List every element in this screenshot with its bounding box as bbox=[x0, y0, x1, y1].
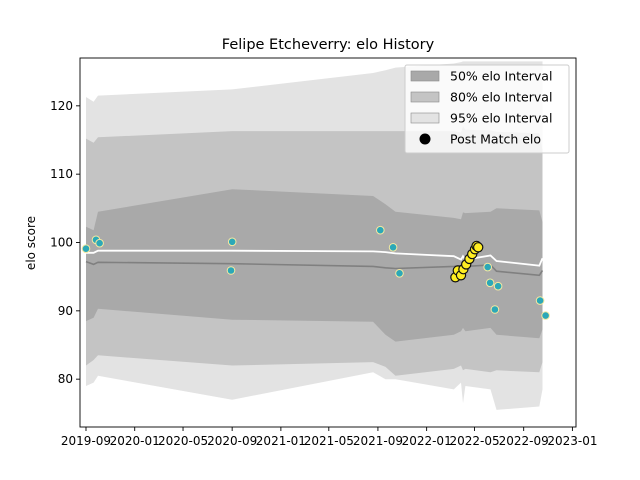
y-axis-label: elo score bbox=[24, 216, 38, 270]
legend-swatch-band-80 bbox=[410, 91, 440, 103]
data-point bbox=[226, 266, 236, 275]
data-point bbox=[473, 242, 484, 253]
x-tick-label: 2021-09 bbox=[353, 434, 403, 448]
x-tick-label: 2022-05 bbox=[449, 434, 499, 448]
legend-label: 80% elo Interval bbox=[450, 90, 552, 105]
data-point bbox=[541, 311, 550, 320]
data-point bbox=[376, 225, 385, 235]
data-point bbox=[490, 305, 500, 314]
data-point bbox=[535, 296, 545, 305]
x-tick-label: 2021-05 bbox=[304, 434, 354, 448]
x-tick-label: 2019-09 bbox=[61, 434, 111, 448]
median-line bbox=[85, 260, 544, 277]
data-point bbox=[485, 278, 495, 288]
legend-swatch-band-50 bbox=[410, 70, 440, 82]
y-axis: 80 90 100 110 120 bbox=[50, 99, 80, 386]
data-point bbox=[395, 269, 404, 278]
y-tick-label: 80 bbox=[58, 372, 73, 386]
x-tick-label: 2020-05 bbox=[158, 434, 208, 448]
data-point bbox=[95, 238, 104, 248]
mean-line bbox=[86, 249, 544, 267]
legend-label: Post Match elo bbox=[450, 132, 541, 147]
y-tick-label: 110 bbox=[50, 167, 73, 181]
data-point bbox=[227, 237, 237, 247]
y-tick-label: 120 bbox=[50, 99, 73, 113]
data-point bbox=[388, 243, 398, 252]
y-tick-label: 90 bbox=[58, 304, 73, 318]
x-tick-label: 2021-01 bbox=[256, 434, 306, 448]
x-tick-label: 2020-01 bbox=[110, 434, 160, 448]
chart-title: Felipe Etcheverry: elo History bbox=[222, 37, 435, 53]
legend-label: 95% elo Interval bbox=[450, 111, 552, 126]
legend-frame bbox=[404, 64, 570, 154]
x-tick-label: 2022-01 bbox=[402, 434, 452, 448]
center-lines bbox=[85, 249, 544, 277]
post-match-points bbox=[81, 225, 550, 320]
y-tick-label: 100 bbox=[50, 236, 73, 250]
legend-label: 50% elo Interval bbox=[450, 69, 552, 84]
legend-marker-icon bbox=[419, 133, 431, 145]
data-point bbox=[81, 244, 91, 253]
x-axis: 2019-092020-012020-052020-092021-012021-… bbox=[61, 427, 597, 448]
legend: 50% elo Interval 80% elo Interval 95% elo … bbox=[404, 64, 570, 154]
x-tick-label: 2020-09 bbox=[207, 434, 257, 448]
legend-swatch-band-95 bbox=[410, 112, 440, 124]
x-tick-label: 2023-01 bbox=[547, 434, 597, 448]
data-point bbox=[493, 281, 503, 291]
x-tick-label: 2022-09 bbox=[499, 434, 549, 448]
data-point bbox=[483, 262, 493, 272]
